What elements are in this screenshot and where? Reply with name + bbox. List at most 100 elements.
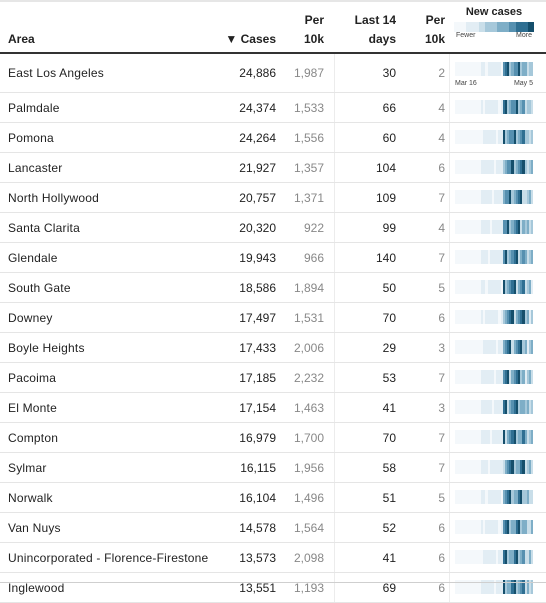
- heat-cell: [478, 220, 482, 234]
- table-row[interactable]: Lancaster 21,927 1,357 104 6: [0, 153, 546, 183]
- heat-cell: [489, 310, 492, 324]
- table-row[interactable]: Santa Clarita 20,320 922 99 4: [0, 213, 546, 243]
- heat-cell: [478, 190, 482, 204]
- heat-cell: [457, 130, 460, 144]
- table-row[interactable]: Pacoima 17,185 2,232 53 7: [0, 363, 546, 393]
- heat-cell: [520, 220, 523, 234]
- heat-cell: [494, 62, 497, 76]
- legend-swatch: [466, 22, 473, 32]
- heat-cell: [494, 520, 497, 534]
- heat-cell: [502, 340, 505, 354]
- table-row[interactable]: Pomona 24,264 1,556 60 4: [0, 123, 546, 153]
- cell-per-10k-recent: 7: [438, 430, 445, 445]
- cell-per-10k-recent: 6: [438, 310, 445, 325]
- heat-cell: [483, 190, 486, 204]
- heat-cell: [459, 400, 462, 414]
- heat-cell: [509, 100, 512, 114]
- heat-cell: [517, 250, 521, 264]
- table-row[interactable]: Glendale 19,943 966 140 7: [0, 243, 546, 273]
- cell-per-10k-recent: 7: [438, 460, 445, 475]
- table-row[interactable]: North Hollywood 20,757 1,371 109 7: [0, 183, 546, 213]
- heat-cell: [520, 340, 523, 354]
- heat-cell: [494, 430, 497, 444]
- heat-cell: [494, 160, 497, 174]
- table-row[interactable]: Norwalk 16,104 1,496 51 5: [0, 483, 546, 513]
- heat-cell: [498, 62, 501, 76]
- heat-cell: [507, 550, 510, 564]
- heat-cell: [509, 520, 512, 534]
- heat-cell: [481, 160, 484, 174]
- table-row[interactable]: East Los Angeles 24,886 1,987 30 2 Mar 16 May …: [0, 54, 546, 93]
- heat-cell: [470, 220, 473, 234]
- heat-cell: [515, 460, 518, 474]
- heat-cell: [504, 160, 508, 174]
- heat-cell: [474, 370, 477, 384]
- heat-cell: [522, 220, 525, 234]
- heat-cell: [520, 130, 523, 144]
- table-row[interactable]: Unincorporated - Florence-Firestone 13,57…: [0, 543, 546, 573]
- cell-last-14-days: 30: [382, 66, 396, 80]
- table-row[interactable]: Inglewood 13,551 1,193 69 6: [0, 573, 546, 603]
- cell-last-14-days: 99: [382, 220, 396, 235]
- column-separator: [334, 333, 335, 362]
- header-area[interactable]: Area: [8, 32, 35, 46]
- heat-cell: [457, 400, 460, 414]
- heat-cell: [459, 62, 462, 76]
- heat-cell: [489, 130, 492, 144]
- table-row[interactable]: Van Nuys 14,578 1,564 52 6: [0, 513, 546, 543]
- header-per-10k-recent[interactable]: Per 10k: [424, 13, 445, 46]
- heat-cell: [487, 550, 490, 564]
- heat-cell: [502, 250, 505, 264]
- header-last-14-days[interactable]: Last 14 days: [354, 13, 396, 46]
- legend-swatch: [490, 22, 498, 32]
- heat-cell: [500, 100, 503, 114]
- table-row[interactable]: Boyle Heights 17,433 2,006 29 3: [0, 333, 546, 363]
- heat-cell: [522, 400, 525, 414]
- heat-cell: [531, 130, 534, 144]
- cell-last-14-days: 29: [382, 340, 396, 355]
- table-row[interactable]: Sylmar 16,115 1,956 58 7: [0, 453, 546, 483]
- heat-cell: [522, 520, 525, 534]
- heat-cell: [455, 490, 458, 504]
- cell-area: Boyle Heights: [8, 340, 85, 355]
- heat-cell: [500, 220, 503, 234]
- heat-cell: [515, 280, 518, 294]
- heat-cell: [459, 550, 462, 564]
- heat-cell: [502, 100, 505, 114]
- heat-cell: [511, 520, 514, 534]
- heat-cell: [524, 580, 527, 594]
- table-row[interactable]: El Monte 17,154 1,463 41 3: [0, 393, 546, 423]
- heat-cell: [478, 310, 482, 324]
- header-cases-sorted[interactable]: ▼ Cases: [225, 32, 276, 46]
- heat-cell: [524, 220, 527, 234]
- heat-cell: [524, 280, 527, 294]
- heat-cell: [468, 310, 471, 324]
- heat-cell: [531, 280, 534, 294]
- table-row[interactable]: Palmdale 24,374 1,533 66 4: [0, 93, 546, 123]
- heat-cell: [524, 490, 527, 504]
- heat-cell: [465, 62, 469, 76]
- heat-cell: [461, 340, 464, 354]
- heat-cell: [515, 160, 518, 174]
- table-row[interactable]: Compton 16,979 1,700 70 7: [0, 423, 546, 453]
- heat-cell: [476, 220, 479, 234]
- heat-cell: [522, 430, 525, 444]
- heat-cell: [526, 160, 529, 174]
- heat-cell: [487, 100, 490, 114]
- new-cases-heat-strip: [455, 190, 534, 204]
- new-cases-heat-strip: [455, 580, 534, 594]
- heat-cell: [461, 520, 464, 534]
- heat-cell: [531, 580, 534, 594]
- cell-cases: 24,264: [239, 130, 276, 145]
- heat-cell: [502, 550, 505, 564]
- heat-cell: [481, 370, 484, 384]
- header-per-10k[interactable]: Per 10k: [303, 13, 324, 46]
- heat-cell: [476, 400, 479, 414]
- table-row[interactable]: South Gate 18,586 1,894 50 5: [0, 273, 546, 303]
- heat-cell: [531, 310, 534, 324]
- cell-area: Sylmar: [8, 460, 47, 475]
- table-row[interactable]: Downey 17,497 1,531 70 6: [0, 303, 546, 333]
- heat-cell: [531, 370, 534, 384]
- heat-cell: [502, 400, 505, 414]
- heat-cell: [531, 160, 534, 174]
